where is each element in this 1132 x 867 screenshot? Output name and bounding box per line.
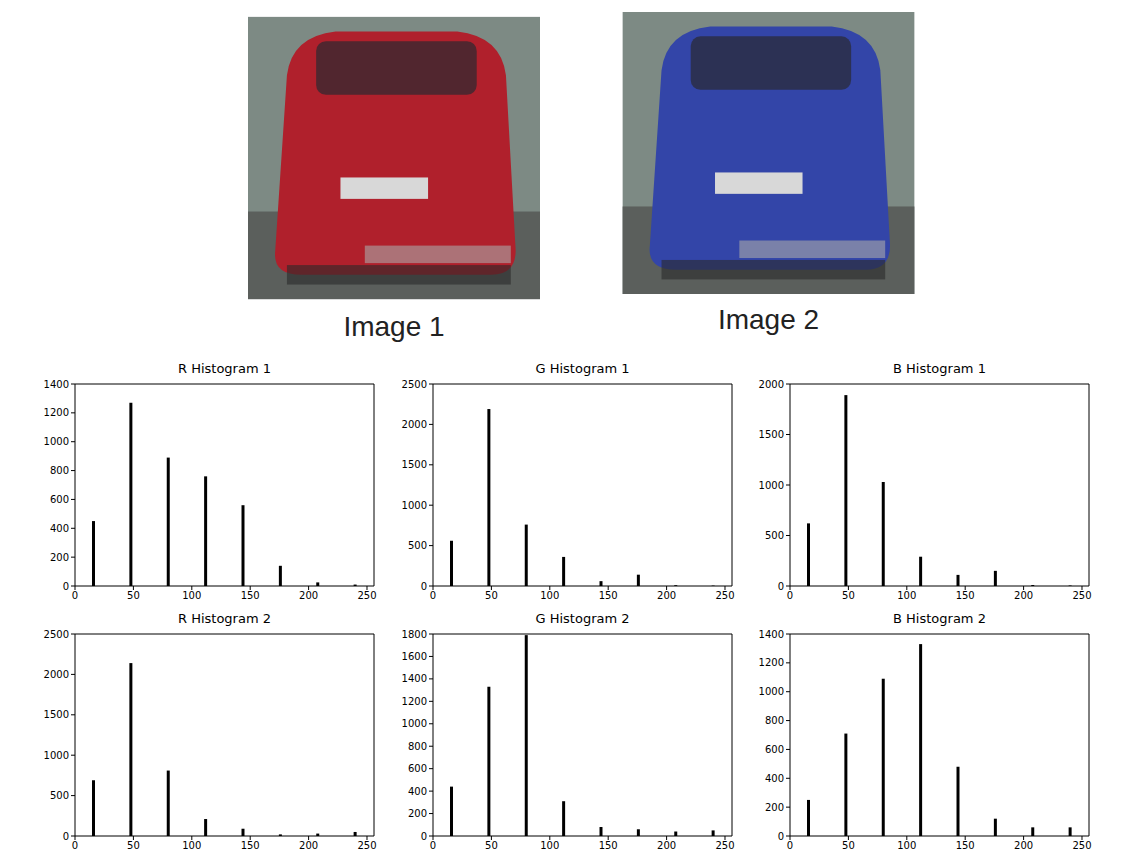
html-text:G Histogram 2: G Histogram 2: [535, 611, 630, 626]
svg-text:1000: 1000: [402, 718, 427, 729]
svg-text:100: 100: [897, 590, 916, 601]
svg-text:2000: 2000: [402, 419, 427, 430]
svg-text:0: 0: [778, 581, 784, 592]
svg-text:50: 50: [842, 840, 855, 851]
svg-text:200: 200: [408, 808, 427, 819]
svg-text:150: 150: [956, 590, 975, 601]
svg-text:200: 200: [299, 840, 318, 851]
svg-text:800: 800: [408, 741, 427, 752]
svg-text:200: 200: [1014, 840, 1033, 851]
svg-text:800: 800: [765, 715, 784, 726]
svg-text:1400: 1400: [44, 379, 69, 390]
svg-text:0: 0: [787, 840, 793, 851]
svg-text:1500: 1500: [759, 429, 784, 440]
svg-text:50: 50: [842, 590, 855, 601]
svg-text:400: 400: [50, 523, 69, 534]
svg-text:100: 100: [540, 590, 559, 601]
svg-text:1200: 1200: [44, 407, 69, 418]
svg-text:400: 400: [765, 773, 784, 784]
svg-text:500: 500: [765, 530, 784, 541]
svg-text:100: 100: [182, 840, 201, 851]
svg-text:250: 250: [715, 840, 734, 851]
svg-text:1500: 1500: [44, 709, 69, 720]
svg-text:0: 0: [63, 581, 69, 592]
svg-text:1000: 1000: [759, 480, 784, 491]
svg-text:100: 100: [182, 590, 201, 601]
svg-text:50: 50: [485, 840, 498, 851]
svg-text:150: 150: [599, 590, 618, 601]
svg-text:500: 500: [408, 540, 427, 551]
svg-text:600: 600: [408, 763, 427, 774]
svg-text:150: 150: [241, 840, 260, 851]
html-text:B Histogram 1: B Histogram 1: [893, 361, 986, 376]
svg-text:1800: 1800: [402, 629, 427, 640]
svg-text:250: 250: [357, 840, 376, 851]
svg-text:1400: 1400: [759, 629, 784, 640]
svg-text:200: 200: [1014, 590, 1033, 601]
svg-text:1600: 1600: [402, 651, 427, 662]
svg-text:1500: 1500: [402, 459, 427, 470]
svg-text:2000: 2000: [759, 379, 784, 390]
svg-text:0: 0: [421, 581, 427, 592]
svg-text:600: 600: [50, 494, 69, 505]
svg-text:800: 800: [50, 465, 69, 476]
svg-text:1200: 1200: [759, 657, 784, 668]
html-text:G Histogram 1: G Histogram 1: [535, 361, 630, 376]
svg-text:1000: 1000: [759, 686, 784, 697]
html-text:R Histogram 2: R Histogram 2: [178, 611, 271, 626]
svg-text:250: 250: [1072, 840, 1091, 851]
svg-text:250: 250: [715, 590, 734, 601]
svg-text:50: 50: [485, 590, 498, 601]
svg-text:0: 0: [430, 590, 436, 601]
html-text:B Histogram 2: B Histogram 2: [893, 611, 986, 626]
svg-text:100: 100: [540, 840, 559, 851]
svg-text:0: 0: [787, 590, 793, 601]
svg-text:2000: 2000: [44, 669, 69, 680]
svg-text:250: 250: [1072, 590, 1091, 601]
svg-text:0: 0: [421, 831, 427, 842]
svg-text:0: 0: [72, 590, 78, 601]
svg-text:200: 200: [765, 802, 784, 813]
svg-text:200: 200: [50, 552, 69, 563]
svg-text:0: 0: [63, 831, 69, 842]
svg-text:0: 0: [72, 840, 78, 851]
svg-text:0: 0: [430, 840, 436, 851]
svg-text:150: 150: [241, 590, 260, 601]
html-text:Image 1: Image 1: [343, 311, 445, 342]
svg-text:600: 600: [765, 744, 784, 755]
svg-text:250: 250: [357, 590, 376, 601]
svg-text:1400: 1400: [402, 673, 427, 684]
html-text:Image 2: Image 2: [717, 304, 820, 335]
svg-text:200: 200: [657, 840, 676, 851]
svg-text:100: 100: [897, 840, 916, 851]
svg-text:1000: 1000: [44, 750, 69, 761]
svg-text:1200: 1200: [402, 696, 427, 707]
svg-text:2500: 2500: [44, 629, 69, 640]
svg-text:50: 50: [127, 590, 140, 601]
svg-text:2500: 2500: [402, 379, 427, 390]
svg-text:150: 150: [956, 840, 975, 851]
html-text:R Histogram 1: R Histogram 1: [178, 361, 271, 376]
svg-text:50: 50: [127, 840, 140, 851]
svg-text:400: 400: [408, 786, 427, 797]
svg-text:1000: 1000: [44, 436, 69, 447]
svg-text:1000: 1000: [402, 500, 427, 511]
svg-text:500: 500: [50, 790, 69, 801]
svg-text:150: 150: [599, 840, 618, 851]
svg-text:200: 200: [299, 590, 318, 601]
svg-text:0: 0: [778, 831, 784, 842]
svg-text:200: 200: [657, 590, 676, 601]
